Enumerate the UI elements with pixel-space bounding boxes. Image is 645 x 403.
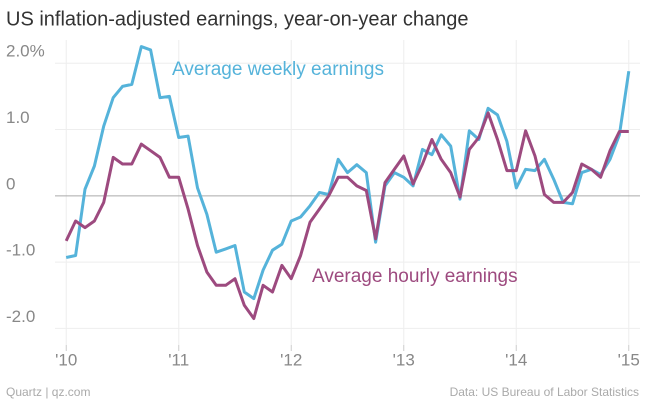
- y-tick-label: 0: [6, 174, 15, 193]
- x-tick-label: '13: [393, 350, 415, 369]
- x-tick-label: '12: [280, 350, 302, 369]
- chart-title: US inflation-adjusted earnings, year-on-…: [6, 8, 469, 30]
- annotation: Average weekly earnings: [172, 59, 384, 80]
- x-tick-label: '11: [168, 350, 189, 369]
- y-tick-label: 2.0%: [6, 42, 45, 61]
- y-tick-label: -2.0: [6, 307, 35, 326]
- annotation: Average hourly earnings: [312, 266, 518, 287]
- x-tick-label: '14: [505, 350, 527, 369]
- credit: Quartz | qz.com: [6, 385, 90, 399]
- y-tick-label: 1.0: [6, 108, 30, 127]
- y-tick-label: -1.0: [6, 241, 35, 260]
- series-line: [65, 45, 631, 301]
- series-line: [64, 111, 629, 320]
- x-tick-label: '10: [55, 350, 77, 369]
- x-tick-label: '15: [618, 350, 640, 369]
- source: Data: US Bureau of Labor Statistics: [450, 385, 639, 399]
